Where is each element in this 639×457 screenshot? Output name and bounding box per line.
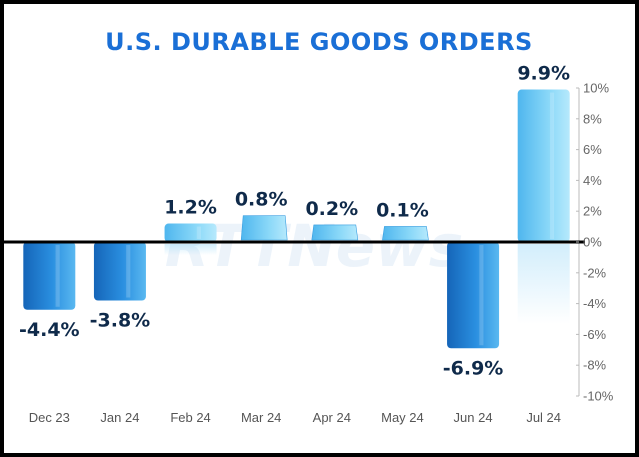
x-category-label: Apr 24 [313,410,351,425]
y-tick-label: -2% [583,265,607,280]
y-tick-label: 0% [583,235,602,250]
x-category-label: Jun 24 [454,410,493,425]
x-category-label: May 24 [381,410,424,425]
data-label: 0.2% [305,198,358,220]
y-tick-label: 6% [583,142,602,157]
bar [311,224,359,241]
bar [382,226,429,241]
bar-reflection [164,244,217,256]
x-category-label: Jul 24 [526,410,561,425]
data-label: -4.4% [19,319,80,341]
data-label: 9.9% [517,63,570,85]
y-tick-label: -6% [583,327,607,342]
y-tick-label: 8% [583,111,602,126]
bar [517,89,570,242]
bar-highlight [55,245,60,307]
x-category-label: Dec 23 [29,410,70,425]
bar [164,223,217,242]
data-label: -3.8% [90,310,151,332]
x-category-label: Feb 24 [170,410,210,425]
data-labels: -4.4% -3.8% 1.2% 0.8% 0.2% 0.1% -6.9% 9.9% [19,63,570,380]
chart-frame: U.S. DURABLE GOODS ORDERS RTTNews 10% 8% 6… [4,4,635,453]
y-axis-ticks: 10% 8% 6% 4% 2% 0% -2% -4% -6% -8% -10% [576,81,614,404]
bars-group [23,89,570,349]
x-category-label: Mar 24 [241,410,281,425]
bar [93,242,146,301]
bar-highlight [479,245,484,346]
y-tick-label: 2% [583,204,602,219]
y-tick-label: -4% [583,296,607,311]
data-label: 1.2% [164,197,217,219]
y-tick-label: -10% [583,389,614,404]
bar [240,215,288,241]
data-label: 0.8% [235,189,288,211]
x-category-label: Jan 24 [100,410,139,425]
bar-highlight [549,92,555,239]
bar-highlight [196,226,201,239]
bar-reflection [517,244,570,324]
bar [23,242,76,310]
data-label: -6.9% [443,357,504,379]
y-tick-label: 4% [583,173,602,188]
y-tick-label: -8% [583,358,607,373]
bar [447,242,500,349]
bar-highlight [126,245,131,298]
x-axis-labels: Dec 23 Jan 24 Feb 24 Mar 24 Apr 24 May 24 Jun … [29,410,561,425]
data-label: 0.1% [376,199,429,221]
y-tick-label: 10% [583,81,609,96]
chart-title: U.S. DURABLE GOODS ORDERS [105,28,533,56]
durable-goods-chart: U.S. DURABLE GOODS ORDERS RTTNews 10%8%6… [4,28,614,425]
